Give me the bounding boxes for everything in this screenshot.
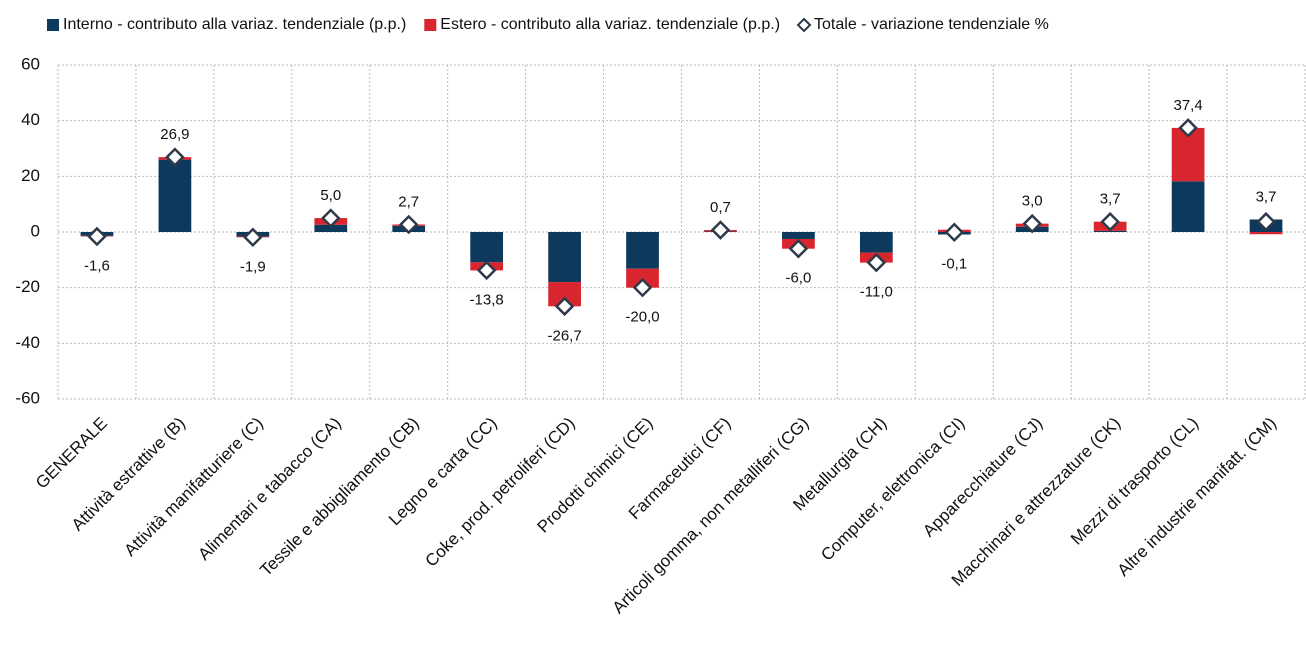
y-tick-label: 0 [31,221,40,240]
value-label: -13,8 [470,291,504,308]
total-marker [476,260,497,281]
total-marker [165,147,185,167]
value-label: 3,7 [1100,191,1121,208]
x-tick-label: Altre industrie manifatt. (CM) [1114,414,1280,580]
bar-segment [1249,232,1283,235]
y-tick-label: 20 [21,166,40,185]
x-tick-label: Mezzi di trasporto (CL) [1067,414,1202,549]
total-marker [632,277,653,298]
x-tick-label: Tessile e abbigliamento (CB) [256,414,422,580]
value-label: -20,0 [625,309,659,326]
x-tick-label: GENERALE [32,414,111,493]
total-marker [321,208,341,228]
y-tick-label: 40 [21,110,40,129]
legend-label: Totale - variazione tendenziale % [814,16,1049,33]
total-marker [788,238,809,259]
x-tick-label: Macchinari e attrezzature (CK) [948,414,1124,590]
x-tick-label: Attività manifatturiere (C) [120,414,266,560]
legend-marker [424,19,437,31]
value-label: -1,6 [84,257,110,274]
value-label: -11,0 [860,284,893,301]
y-tick-label: -20 [15,277,40,296]
legend-label: Interno - contributo alla variaz. tenden… [63,16,406,33]
value-label: -26,7 [547,327,581,344]
legend-marker [796,17,812,33]
x-tick-label: Coke, prod. petroliferi (CD) [422,414,579,571]
value-label: 3,7 [1256,188,1277,205]
total-marker [554,296,575,317]
value-label: -6,0 [785,270,811,287]
value-label: 2,7 [398,193,419,210]
total-marker [1178,118,1198,138]
value-label: 37,4 [1173,97,1202,114]
value-label: 5,0 [320,187,341,204]
bar-segment [470,232,504,263]
bar-segment [626,232,659,269]
value-label: 3,0 [1022,193,1043,210]
y-tick-label: -40 [15,333,40,352]
total-marker [1100,211,1120,232]
y-tick-label: -60 [15,388,40,407]
value-label: -0,1 [941,255,967,272]
bar-segment [782,232,815,239]
total-marker [1256,211,1276,232]
total-marker [243,227,263,248]
value-label: 26,9 [160,126,189,143]
total-marker [398,214,419,235]
bar-segment [314,224,348,232]
bar-segment [158,159,192,232]
total-marker [944,222,965,243]
bar-segment [548,232,581,283]
value-label: -1,9 [240,258,266,275]
legend-label: Estero - contributo alla variaz. tendenz… [440,16,780,33]
x-tick-label: Alimentari e tabacco (CA) [194,414,344,564]
total-marker [1022,213,1042,234]
bar-segment [1171,181,1205,232]
x-tick-label: Computer, elettronica (CI) [817,414,968,565]
total-marker [87,226,107,247]
y-tick-label: 60 [21,54,40,73]
total-marker [710,220,731,240]
value-label: 0,7 [710,199,731,216]
bar-segment [859,232,893,253]
legend-marker [47,19,59,31]
total-marker [866,252,887,273]
